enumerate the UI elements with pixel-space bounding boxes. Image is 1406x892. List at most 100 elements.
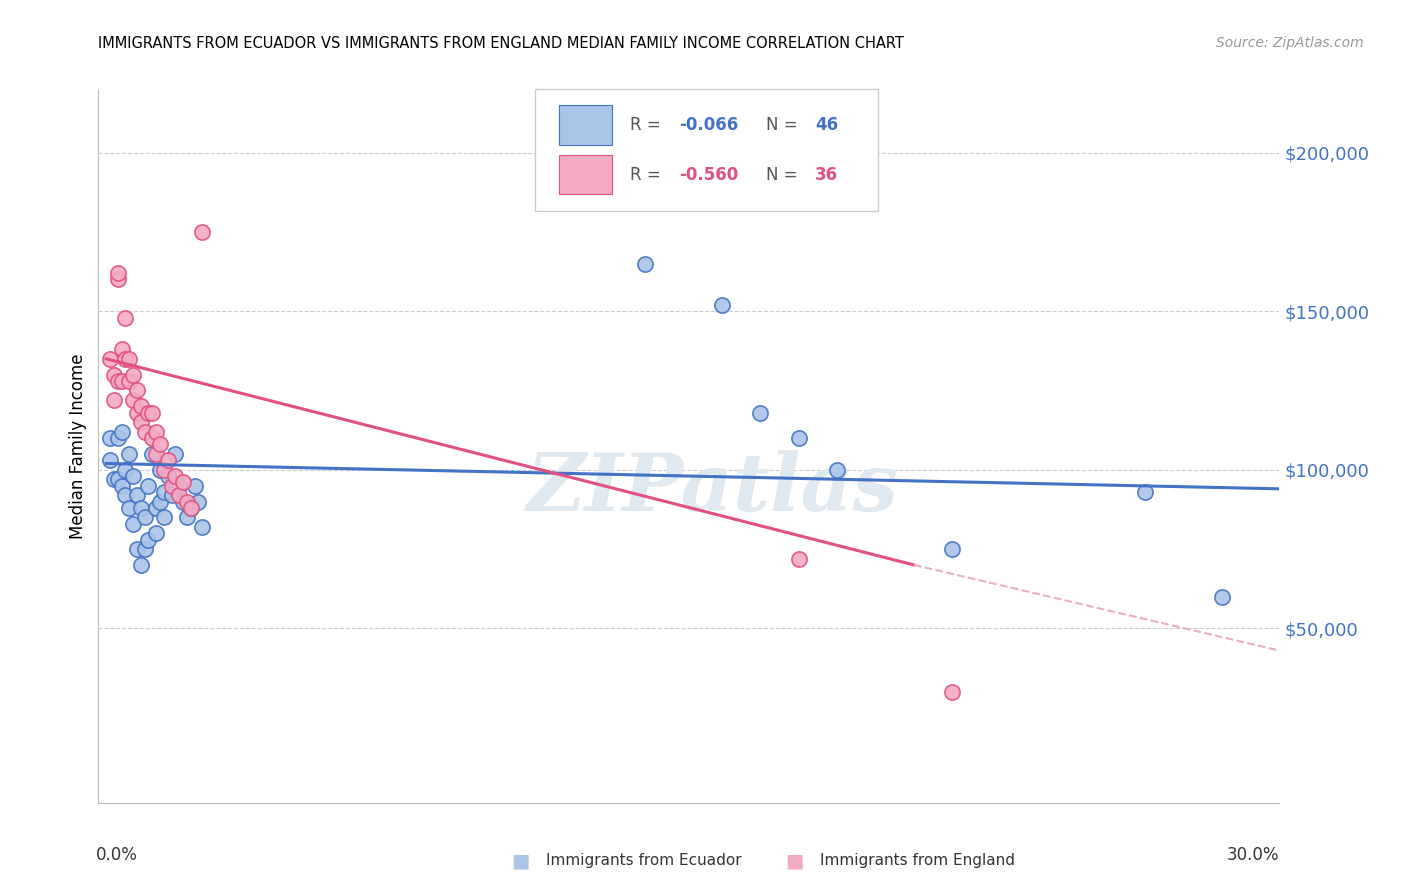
- Point: [122, 516, 145, 531]
- Point: [98, 453, 121, 467]
- Point: [129, 415, 152, 429]
- Point: [941, 542, 963, 557]
- Point: [176, 510, 198, 524]
- Point: [107, 272, 129, 286]
- Point: [1211, 590, 1233, 604]
- Text: -0.066: -0.066: [679, 116, 738, 134]
- Point: [176, 494, 198, 508]
- Point: [749, 406, 772, 420]
- Text: R =: R =: [630, 116, 666, 134]
- Point: [160, 488, 183, 502]
- Point: [118, 351, 141, 366]
- Point: [153, 510, 176, 524]
- Text: N =: N =: [766, 166, 803, 184]
- Point: [129, 400, 152, 414]
- Point: [165, 469, 187, 483]
- Point: [180, 500, 202, 515]
- Point: [125, 542, 148, 557]
- Text: Immigrants from England: Immigrants from England: [820, 854, 1015, 868]
- Point: [122, 469, 145, 483]
- Text: -0.560: -0.560: [679, 166, 738, 184]
- Point: [134, 542, 156, 557]
- Point: [134, 510, 156, 524]
- Point: [941, 685, 963, 699]
- Point: [167, 478, 190, 492]
- Point: [149, 494, 172, 508]
- Point: [114, 488, 136, 502]
- Point: [145, 425, 167, 439]
- Point: [134, 425, 156, 439]
- Point: [98, 431, 121, 445]
- Text: 0.0%: 0.0%: [96, 846, 138, 863]
- Point: [156, 453, 179, 467]
- Point: [114, 310, 136, 325]
- Text: 46: 46: [815, 116, 838, 134]
- Point: [787, 551, 810, 566]
- Text: Source: ZipAtlas.com: Source: ZipAtlas.com: [1216, 36, 1364, 50]
- Point: [110, 425, 132, 439]
- Point: [118, 374, 141, 388]
- Point: [138, 533, 160, 547]
- Point: [149, 437, 172, 451]
- Point: [187, 494, 209, 508]
- Text: ■: ■: [785, 851, 804, 871]
- Text: 30.0%: 30.0%: [1227, 846, 1279, 863]
- Point: [114, 463, 136, 477]
- FancyBboxPatch shape: [560, 105, 612, 145]
- Point: [710, 298, 733, 312]
- FancyBboxPatch shape: [560, 155, 612, 194]
- Point: [145, 526, 167, 541]
- Point: [107, 472, 129, 486]
- Text: ZIPatlas: ZIPatlas: [526, 450, 898, 527]
- Point: [103, 472, 125, 486]
- Point: [634, 257, 657, 271]
- Point: [153, 485, 176, 500]
- Point: [107, 266, 129, 280]
- Point: [110, 478, 132, 492]
- Point: [167, 488, 190, 502]
- Text: 36: 36: [815, 166, 838, 184]
- Point: [1133, 485, 1156, 500]
- Point: [122, 368, 145, 382]
- Point: [825, 463, 848, 477]
- Point: [180, 500, 202, 515]
- Point: [125, 384, 148, 398]
- Text: IMMIGRANTS FROM ECUADOR VS IMMIGRANTS FROM ENGLAND MEDIAN FAMILY INCOME CORRELAT: IMMIGRANTS FROM ECUADOR VS IMMIGRANTS FR…: [98, 36, 904, 51]
- Point: [141, 447, 163, 461]
- Point: [138, 478, 160, 492]
- Point: [145, 447, 167, 461]
- Point: [165, 447, 187, 461]
- Point: [191, 225, 214, 239]
- Point: [160, 478, 183, 492]
- Point: [118, 447, 141, 461]
- Point: [156, 469, 179, 483]
- Point: [98, 351, 121, 366]
- Point: [138, 406, 160, 420]
- Point: [145, 500, 167, 515]
- Point: [787, 431, 810, 445]
- Point: [107, 374, 129, 388]
- Point: [183, 478, 205, 492]
- Point: [172, 475, 194, 490]
- Text: Immigrants from Ecuador: Immigrants from Ecuador: [546, 854, 741, 868]
- Text: N =: N =: [766, 116, 803, 134]
- Point: [107, 431, 129, 445]
- Point: [114, 351, 136, 366]
- Point: [103, 392, 125, 407]
- Point: [125, 406, 148, 420]
- Point: [149, 463, 172, 477]
- Point: [103, 368, 125, 382]
- Point: [129, 500, 152, 515]
- Y-axis label: Median Family Income: Median Family Income: [69, 353, 87, 539]
- Point: [191, 520, 214, 534]
- Point: [125, 488, 148, 502]
- Point: [141, 406, 163, 420]
- Point: [118, 500, 141, 515]
- Text: ■: ■: [510, 851, 530, 871]
- Point: [122, 392, 145, 407]
- Point: [153, 463, 176, 477]
- Text: R =: R =: [630, 166, 666, 184]
- Point: [172, 494, 194, 508]
- Point: [129, 558, 152, 572]
- Point: [141, 431, 163, 445]
